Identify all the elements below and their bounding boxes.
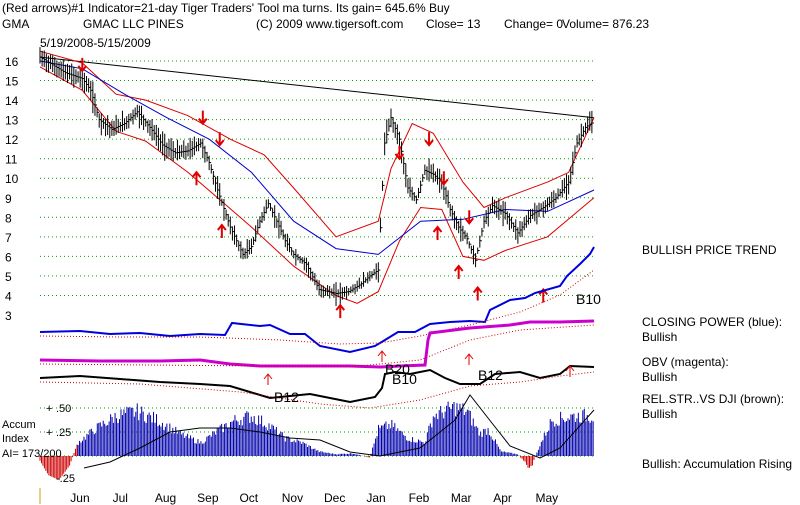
sell-arrow bbox=[439, 171, 449, 186]
signal-label-b10-mid: B10 bbox=[392, 371, 417, 387]
accum-bars bbox=[39, 401, 594, 480]
price-y-axis: 3 4 5 6 7 8 9 10 11 12 13 14 15 16 bbox=[5, 55, 19, 323]
indicator-title: (Red arrows)#1 Indicator=21-day Tiger Tr… bbox=[2, 1, 450, 15]
month-tick-label: Nov bbox=[282, 491, 303, 505]
y-tick-label: 6 bbox=[5, 250, 12, 264]
accum-tick-neg025: -.25 bbox=[56, 473, 75, 485]
date-range-label: 5/19/2008-5/15/2009 bbox=[40, 36, 151, 50]
month-tick-label: Jul bbox=[113, 491, 128, 505]
y-tick-label: 16 bbox=[5, 55, 19, 69]
month-tick-label: Mar bbox=[451, 491, 472, 505]
month-tick-label: Oct bbox=[239, 491, 258, 505]
y-tick-label: 7 bbox=[5, 231, 12, 245]
sell-arrow bbox=[424, 132, 434, 147]
index-title: Index bbox=[2, 433, 29, 445]
signal-label-b12-low: B12 bbox=[274, 389, 299, 405]
obv-status: Bullish bbox=[642, 370, 677, 384]
accum-tick-plus-sign: + bbox=[46, 403, 52, 415]
sell-arrow bbox=[77, 57, 88, 73]
ai-value: AI= 173/200 bbox=[2, 448, 62, 460]
y-tick-label: 11 bbox=[5, 153, 18, 167]
accum-title: Accum bbox=[2, 419, 36, 431]
accum-status: Bullish: Accumulation Rising bbox=[642, 457, 792, 471]
buy-arrow bbox=[472, 285, 483, 301]
ticker-label: GMA bbox=[2, 17, 29, 31]
buy-arrow bbox=[335, 303, 346, 319]
trend-status: BULLISH PRICE TREND bbox=[642, 243, 777, 257]
close-label: Close= 13 bbox=[426, 17, 481, 31]
closing-power-status: Bullish bbox=[642, 330, 677, 344]
sell-arrow bbox=[198, 110, 208, 126]
buy-arrow bbox=[538, 287, 549, 303]
month-tick-label: Sep bbox=[197, 491, 219, 505]
y-tick-label: 5 bbox=[5, 270, 12, 284]
month-tick-label: Dec bbox=[324, 491, 345, 505]
indicator-panel bbox=[39, 246, 595, 409]
accum-tick-plus-sign: + bbox=[46, 427, 52, 439]
y-tick-label: 3 bbox=[5, 309, 12, 323]
trend-line bbox=[39, 56, 595, 119]
obv-line bbox=[39, 319, 595, 369]
month-tick-label: May bbox=[535, 491, 558, 505]
moving-average-line bbox=[39, 60, 595, 255]
closing-power-title: CLOSING POWER (blue): bbox=[642, 315, 782, 329]
y-tick-label: 4 bbox=[5, 289, 12, 303]
obv-title: OBV (magenta): bbox=[642, 355, 729, 369]
signal-label-b20: B20 bbox=[385, 361, 410, 377]
change-label: Change= 0 bbox=[504, 17, 563, 31]
signal-label-b12: B12 bbox=[478, 367, 503, 383]
buy-arrow bbox=[191, 170, 202, 186]
volume-label: Volume= 876.23 bbox=[562, 17, 649, 31]
y-tick-label: 9 bbox=[5, 192, 12, 206]
company-label: GMAC LLC PINES bbox=[83, 17, 184, 31]
relstr-ma bbox=[39, 371, 595, 409]
closing-power-line bbox=[39, 246, 595, 354]
signal-arrows bbox=[77, 57, 549, 319]
accum-tick-050: .50 bbox=[56, 403, 71, 415]
buy-arrow bbox=[453, 264, 464, 280]
y-tick-label: 12 bbox=[5, 133, 19, 147]
month-tick-label: Jun bbox=[70, 491, 89, 505]
y-tick-label: 13 bbox=[5, 114, 19, 128]
indicator-arrows bbox=[263, 350, 575, 385]
month-axis: Jun Jul Aug Sep Oct Nov Dec Jan Feb Mar Apr May bbox=[70, 491, 558, 505]
price-series bbox=[39, 47, 595, 306]
buy-arrow bbox=[217, 223, 227, 238]
sell-arrow bbox=[464, 210, 475, 225]
month-tick-label: Feb bbox=[409, 491, 430, 505]
y-tick-label: 15 bbox=[5, 75, 19, 89]
accum-tick-025: .25 bbox=[56, 427, 71, 439]
copyright-label: (C) 2009 www.tigersoft.com bbox=[256, 17, 403, 31]
month-tick-label: Apr bbox=[493, 491, 512, 505]
y-tick-label: 14 bbox=[5, 94, 19, 108]
lower-band-line bbox=[39, 66, 595, 304]
accum-ma bbox=[83, 394, 595, 469]
closing-power-ma bbox=[39, 269, 595, 345]
y-tick-label: 10 bbox=[5, 172, 19, 186]
relstr-line bbox=[39, 364, 595, 404]
signal-label-b10: B10 bbox=[576, 291, 601, 307]
sell-arrow bbox=[214, 132, 225, 147]
sell-arrow bbox=[394, 145, 405, 161]
accumulation-panel bbox=[39, 394, 595, 480]
relstr-status: Bullish bbox=[642, 407, 677, 421]
upper-band-line bbox=[39, 50, 595, 238]
relstr-title: REL.STR..VS DJI (brown): bbox=[642, 392, 784, 406]
buy-arrow bbox=[432, 225, 443, 240]
month-tick-label: Aug bbox=[155, 491, 176, 505]
month-tick-label: Jan bbox=[366, 491, 385, 505]
y-tick-label: 8 bbox=[5, 211, 12, 225]
